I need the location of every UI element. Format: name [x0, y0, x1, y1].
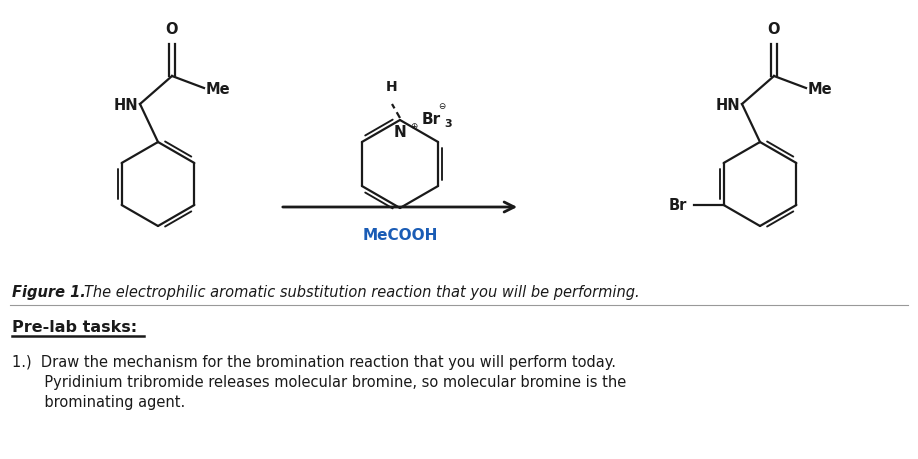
Text: HN: HN: [114, 97, 138, 112]
Text: N: N: [394, 125, 407, 140]
Text: $^{\oplus}$: $^{\oplus}$: [410, 123, 419, 136]
Text: MeCOOH: MeCOOH: [363, 228, 438, 242]
Text: 3: 3: [444, 119, 452, 129]
Text: $^{\ominus}$: $^{\ominus}$: [438, 102, 447, 115]
Text: Pyridinium tribromide releases molecular bromine, so molecular bromine is the: Pyridinium tribromide releases molecular…: [12, 374, 626, 389]
Text: Br: Br: [422, 111, 442, 126]
Text: O: O: [166, 22, 178, 37]
Text: The electrophilic aromatic substitution reaction that you will be performing.: The electrophilic aromatic substitution …: [84, 285, 640, 299]
Text: Me: Me: [808, 81, 833, 96]
Text: 1.)  Draw the mechanism for the bromination reaction that you will perform today: 1.) Draw the mechanism for the brominati…: [12, 354, 616, 369]
Text: HN: HN: [715, 97, 740, 112]
Text: O: O: [767, 22, 780, 37]
Text: Figure 1.: Figure 1.: [12, 285, 85, 299]
Text: brominating agent.: brominating agent.: [12, 394, 185, 409]
Text: Me: Me: [206, 81, 230, 96]
Text: Br: Br: [668, 198, 687, 213]
Text: Pre-lab tasks:: Pre-lab tasks:: [12, 319, 137, 334]
Text: H: H: [386, 80, 397, 94]
